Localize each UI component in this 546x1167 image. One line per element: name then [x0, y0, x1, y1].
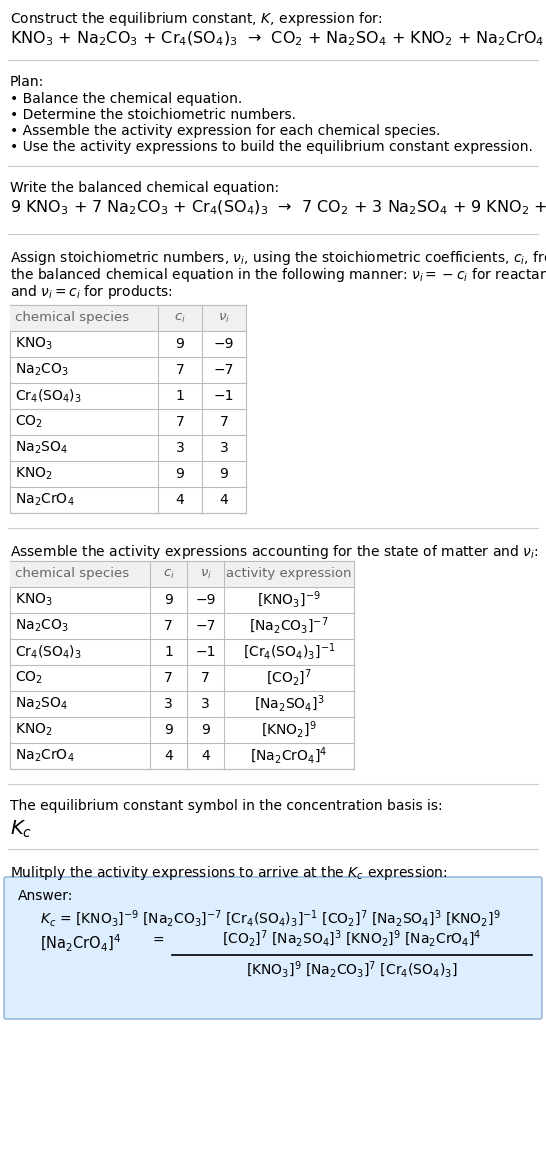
Text: chemical species: chemical species	[15, 566, 129, 580]
Text: 9: 9	[176, 337, 185, 351]
Text: Plan:: Plan:	[10, 75, 44, 89]
Text: CO$_2$: CO$_2$	[15, 670, 43, 686]
Text: Na$_2$SO$_4$: Na$_2$SO$_4$	[15, 440, 68, 456]
Text: KNO$_3$ + Na$_2$CO$_3$ + Cr$_4$(SO$_4$)$_3$  →  CO$_2$ + Na$_2$SO$_4$ + KNO$_2$ : KNO$_3$ + Na$_2$CO$_3$ + Cr$_4$(SO$_4$)$…	[10, 30, 544, 48]
Text: 9: 9	[201, 724, 210, 738]
FancyBboxPatch shape	[4, 876, 542, 1019]
Text: 7: 7	[219, 415, 228, 429]
Bar	[10, 561, 354, 769]
Text: 1: 1	[176, 389, 185, 403]
Text: 7: 7	[164, 671, 173, 685]
Text: 4: 4	[201, 749, 210, 763]
Text: • Assemble the activity expression for each chemical species.: • Assemble the activity expression for e…	[10, 124, 441, 138]
Text: 7: 7	[164, 619, 173, 633]
Text: Mulitply the activity expressions to arrive at the $K_c$ expression:: Mulitply the activity expressions to arr…	[10, 864, 447, 882]
Text: [KNO$_3$]$^9$ [Na$_2$CO$_3$]$^7$ [Cr$_4$(SO$_4$)$_3$]: [KNO$_3$]$^9$ [Na$_2$CO$_3$]$^7$ [Cr$_4$…	[246, 960, 458, 980]
Text: $c_i$: $c_i$	[174, 312, 186, 324]
Text: Na$_2$SO$_4$: Na$_2$SO$_4$	[15, 696, 68, 712]
Text: 3: 3	[164, 697, 173, 711]
Text: [Na$_2$CO$_3$]$^{-7}$: [Na$_2$CO$_3$]$^{-7}$	[250, 616, 329, 636]
Text: 4: 4	[176, 492, 185, 506]
Text: −7: −7	[214, 363, 234, 377]
Text: activity expression: activity expression	[226, 567, 352, 580]
Text: [Na$_2$CrO$_4$]$^4$: [Na$_2$CrO$_4$]$^4$	[40, 932, 121, 955]
Text: 9: 9	[164, 593, 173, 607]
Text: KNO$_3$: KNO$_3$	[15, 592, 53, 608]
Text: KNO$_3$: KNO$_3$	[15, 336, 53, 352]
Text: $c_i$: $c_i$	[163, 567, 174, 580]
Text: CO$_2$: CO$_2$	[15, 414, 43, 431]
Text: $\nu_i$: $\nu_i$	[218, 312, 230, 324]
Text: [Na$_2$SO$_4$]$^3$: [Na$_2$SO$_4$]$^3$	[254, 694, 324, 714]
Text: 9: 9	[164, 724, 173, 738]
Text: Answer:: Answer:	[18, 889, 73, 903]
Text: and $\nu_i = c_i$ for products:: and $\nu_i = c_i$ for products:	[10, 284, 173, 301]
Text: Na$_2$CrO$_4$: Na$_2$CrO$_4$	[15, 748, 75, 764]
Text: [CO$_2$]$^7$ [Na$_2$SO$_4$]$^3$ [KNO$_2$]$^9$ [Na$_2$CrO$_4$]$^4$: [CO$_2$]$^7$ [Na$_2$SO$_4$]$^3$ [KNO$_2$…	[222, 929, 482, 949]
Text: Write the balanced chemical equation:: Write the balanced chemical equation:	[10, 181, 279, 195]
Text: • Use the activity expressions to build the equilibrium constant expression.: • Use the activity expressions to build …	[10, 140, 533, 154]
Text: Assign stoichiometric numbers, $\nu_i$, using the stoichiometric coefficients, $: Assign stoichiometric numbers, $\nu_i$, …	[10, 249, 546, 267]
Text: KNO$_2$: KNO$_2$	[15, 466, 53, 482]
Text: 3: 3	[201, 697, 210, 711]
Text: $K_c$: $K_c$	[10, 819, 32, 840]
Bar	[10, 305, 246, 513]
Text: 9 KNO$_3$ + 7 Na$_2$CO$_3$ + Cr$_4$(SO$_4$)$_3$  →  7 CO$_2$ + 3 Na$_2$SO$_4$ + : 9 KNO$_3$ + 7 Na$_2$CO$_3$ + Cr$_4$(SO$_…	[10, 200, 546, 217]
Text: −9: −9	[213, 337, 234, 351]
Text: • Determine the stoichiometric numbers.: • Determine the stoichiometric numbers.	[10, 109, 296, 123]
Text: Cr$_4$(SO$_4$)$_3$: Cr$_4$(SO$_4$)$_3$	[15, 643, 82, 661]
Text: [KNO$_3$]$^{-9}$: [KNO$_3$]$^{-9}$	[257, 589, 321, 610]
Text: 9: 9	[219, 467, 228, 481]
Text: [Cr$_4$(SO$_4$)$_3$]$^{-1}$: [Cr$_4$(SO$_4$)$_3$]$^{-1}$	[243, 642, 335, 662]
Text: −7: −7	[195, 619, 216, 633]
Text: [KNO$_2$]$^9$: [KNO$_2$]$^9$	[261, 720, 317, 740]
Text: Na$_2$CrO$_4$: Na$_2$CrO$_4$	[15, 491, 75, 508]
Text: 7: 7	[176, 415, 185, 429]
Text: KNO$_2$: KNO$_2$	[15, 722, 53, 739]
Text: [Na$_2$CrO$_4$]$^4$: [Na$_2$CrO$_4$]$^4$	[251, 746, 328, 767]
Bar	[10, 305, 246, 331]
Text: Na$_2$CO$_3$: Na$_2$CO$_3$	[15, 617, 69, 634]
Text: 3: 3	[176, 441, 185, 455]
Text: • Balance the chemical equation.: • Balance the chemical equation.	[10, 92, 242, 106]
Bar	[10, 561, 354, 587]
Text: Cr$_4$(SO$_4$)$_3$: Cr$_4$(SO$_4$)$_3$	[15, 387, 82, 405]
Text: −1: −1	[195, 645, 216, 659]
Text: the balanced chemical equation in the following manner: $\nu_i = -c_i$ for react: the balanced chemical equation in the fo…	[10, 266, 546, 284]
Text: −1: −1	[213, 389, 234, 403]
Text: 9: 9	[176, 467, 185, 481]
Text: −9: −9	[195, 593, 216, 607]
Text: [CO$_2$]$^7$: [CO$_2$]$^7$	[266, 668, 312, 689]
Text: 3: 3	[219, 441, 228, 455]
Text: The equilibrium constant symbol in the concentration basis is:: The equilibrium constant symbol in the c…	[10, 799, 443, 813]
Text: $\nu_i$: $\nu_i$	[199, 567, 211, 580]
Text: 7: 7	[176, 363, 185, 377]
Text: 7: 7	[201, 671, 210, 685]
Text: 4: 4	[219, 492, 228, 506]
Text: $K_c$ = [KNO$_3$]$^{-9}$ [Na$_2$CO$_3$]$^{-7}$ [Cr$_4$(SO$_4$)$_3$]$^{-1}$ [CO$_: $K_c$ = [KNO$_3$]$^{-9}$ [Na$_2$CO$_3$]$…	[40, 909, 501, 929]
Text: 1: 1	[164, 645, 173, 659]
Text: Assemble the activity expressions accounting for the state of matter and $\nu_i$: Assemble the activity expressions accoun…	[10, 543, 538, 561]
Text: Construct the equilibrium constant, $K$, expression for:: Construct the equilibrium constant, $K$,…	[10, 11, 383, 28]
Text: =: =	[153, 934, 165, 948]
Text: 4: 4	[164, 749, 173, 763]
Text: Na$_2$CO$_3$: Na$_2$CO$_3$	[15, 362, 69, 378]
Text: chemical species: chemical species	[15, 310, 129, 323]
